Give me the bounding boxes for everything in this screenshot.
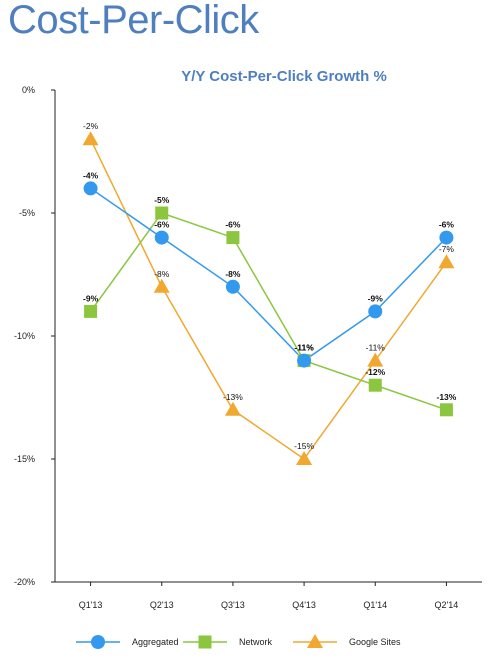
data-label-google-sites: -2% [83, 121, 99, 131]
legend-marker-google-sites [307, 634, 323, 648]
data-point-google-sites [224, 401, 241, 416]
data-point-google-sites [153, 278, 170, 293]
y-tick-label: -20% [14, 577, 35, 587]
legend-marker-aggregated [91, 635, 105, 649]
data-point-aggregated [154, 230, 169, 245]
x-tick-label: Q2'14 [435, 600, 459, 610]
data-label-network: -11% [294, 343, 314, 353]
y-tick-label: -5% [19, 208, 35, 218]
data-point-aggregated [225, 279, 240, 294]
data-point-aggregated [297, 353, 312, 368]
data-point-aggregated [368, 304, 383, 319]
data-label-aggregated: -6% [439, 220, 455, 230]
page-title: Cost-Per-Click [8, 0, 259, 42]
data-label-google-sites: -7% [439, 244, 455, 254]
x-tick-label: Q4'13 [292, 600, 316, 610]
data-label-aggregated: -8% [225, 269, 241, 279]
data-label-aggregated: -9% [368, 293, 384, 303]
data-point-network [226, 231, 240, 245]
data-label-network: -12% [365, 367, 385, 377]
legend-label-aggregated: Aggregated [132, 637, 179, 647]
legend-label-network: Network [239, 637, 273, 647]
data-point-google-sites [438, 254, 455, 269]
legend-marker-network [198, 635, 212, 649]
data-label-network: -6% [225, 220, 241, 230]
data-label-google-sites: -15% [294, 441, 314, 451]
chart-axes: 0% -5% -10% -15% -20% Q1'13 Q2'13 Q3'13 Q4'13 Q1'… [14, 85, 482, 610]
data-point-aggregated [83, 181, 98, 196]
chart-legend: Aggregated Network Google Sites [76, 634, 401, 649]
data-label-network: -5% [154, 195, 170, 205]
data-point-network [368, 378, 382, 392]
data-point-network [439, 403, 453, 417]
y-tick-label: 0% [22, 85, 35, 95]
data-label-google-sites: -11% [366, 343, 386, 353]
data-label-aggregated: -6% [154, 220, 170, 230]
y-tick-label: -15% [14, 454, 35, 464]
data-label-network: -9% [83, 293, 99, 303]
series-line-aggregated [90, 187, 447, 362]
y-tick-label: -10% [14, 331, 35, 341]
legend-label-google-sites: Google Sites [349, 637, 401, 647]
data-label-google-sites: -13% [223, 392, 243, 402]
data-label-aggregated: -4% [83, 170, 99, 180]
data-label-google-sites: -8% [154, 269, 170, 279]
data-label-aggregated: -11% [294, 343, 314, 353]
data-point-network [155, 206, 169, 220]
x-tick-label: Q1'14 [363, 600, 387, 610]
chart-title: Y/Y Cost-Per-Click Growth % [181, 68, 387, 85]
data-point-google-sites [82, 131, 99, 146]
series-line-google-sites [89, 138, 448, 461]
data-point-google-sites [367, 352, 384, 367]
data-point-google-sites [296, 451, 313, 465]
x-tick-label: Q2'13 [150, 600, 174, 610]
data-label-network: -13% [436, 392, 456, 402]
x-tick-label: Q1'13 [79, 600, 103, 610]
series-line-network [89, 212, 447, 411]
data-point-aggregated [439, 230, 454, 245]
chart-series: -2% -8% -13% -15% -11% -7% -9% -5% -6% -11% -12% -1… [82, 121, 457, 465]
data-point-network [84, 304, 98, 318]
x-tick-label: Q3'13 [221, 600, 245, 610]
